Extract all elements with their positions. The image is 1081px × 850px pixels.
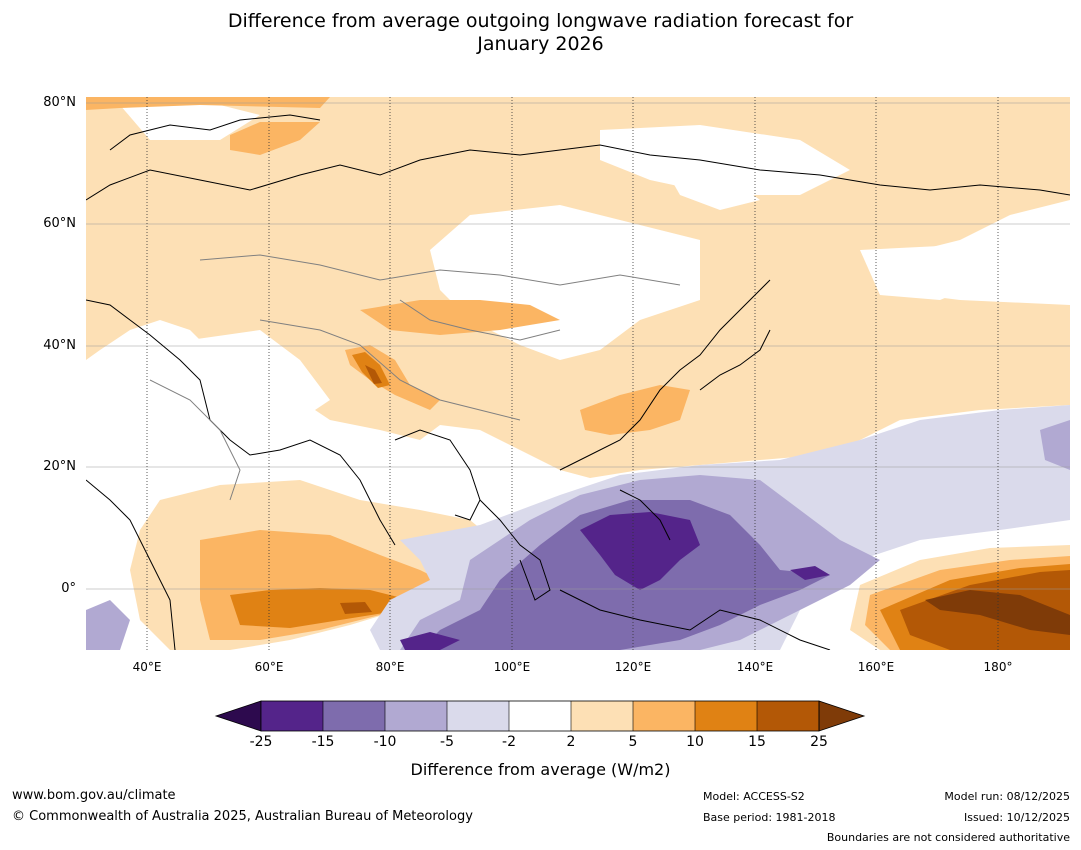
lat-label-80n: 80°N xyxy=(43,95,76,110)
colorbar-bin-n10-n5 xyxy=(385,701,447,731)
colorbar-title: Difference from average (W/m2) xyxy=(410,760,671,779)
colorbar-bin-n25-n15 xyxy=(261,701,323,731)
lat-label-20n: 20°N xyxy=(43,459,76,474)
footer-base-period: Base period: 1981-2018 xyxy=(703,811,836,824)
lon-label-40e: 40°E xyxy=(132,660,162,674)
colorbar-tick-15: 15 xyxy=(748,734,766,750)
chart-title-line2: January 2026 xyxy=(477,33,604,55)
footer-model: Model: ACCESS-S2 xyxy=(703,790,805,803)
colorbar-tick-n25: -25 xyxy=(249,734,273,750)
colorbar-bin-10-15 xyxy=(695,701,757,731)
coastlines xyxy=(86,114,1070,650)
colorbar-bin-n15-n10 xyxy=(323,701,385,731)
colorbar xyxy=(214,700,866,732)
lat-label-0: 0° xyxy=(61,581,76,596)
colorbar-tick-n2: -2 xyxy=(502,734,516,750)
longitude-gridlines xyxy=(146,97,999,650)
anomaly-field xyxy=(86,97,1070,650)
footer-model-run: Model run: 08/12/2025 xyxy=(944,790,1070,803)
colorbar-bin-15-25 xyxy=(757,701,819,731)
footer-disclaimer: Boundaries are not considered authoritat… xyxy=(826,831,1070,844)
colorbar-tick-n10: -10 xyxy=(373,734,397,750)
colorbar-tick-25: 25 xyxy=(810,734,828,750)
footer-issued: Issued: 10/12/2025 xyxy=(963,811,1070,824)
colorbar-extend-low xyxy=(214,700,262,732)
footer-copyright: © Commonwealth of Australia 2025, Austra… xyxy=(12,809,473,824)
colorbar-bin-n2-2 xyxy=(509,701,571,731)
colorbar-tick-n5: -5 xyxy=(440,734,454,750)
lon-label-80e: 80°E xyxy=(375,660,405,674)
colorbar-tick-5: 5 xyxy=(628,734,638,750)
country-borders xyxy=(149,254,681,501)
latitude-gridlines xyxy=(86,102,1070,590)
colorbar-bin-n5-n2 xyxy=(447,701,509,731)
footer-url[interactable]: www.bom.gov.au/climate xyxy=(12,788,176,803)
colorbar-bin-5-10 xyxy=(633,701,695,731)
colorbar-tick-n15: -15 xyxy=(311,734,335,750)
colorbar-bin-2-5 xyxy=(571,701,633,731)
lon-label-180: 180° xyxy=(983,660,1013,674)
lon-label-60e: 60°E xyxy=(254,660,284,674)
lon-label-100e: 100°E xyxy=(493,660,531,674)
lon-label-140e: 140°E xyxy=(736,660,774,674)
chart-title-line1: Difference from average outgoing longwav… xyxy=(227,10,854,32)
colorbar-extend-high xyxy=(818,700,866,732)
lon-label-160e: 160°E xyxy=(857,660,895,674)
lat-label-40n: 40°N xyxy=(43,338,76,353)
colorbar-tick-2: 2 xyxy=(566,734,576,750)
colorbar-tick-10: 10 xyxy=(686,734,704,750)
lat-label-60n: 60°N xyxy=(43,216,76,231)
lon-label-120e: 120°E xyxy=(614,660,652,674)
